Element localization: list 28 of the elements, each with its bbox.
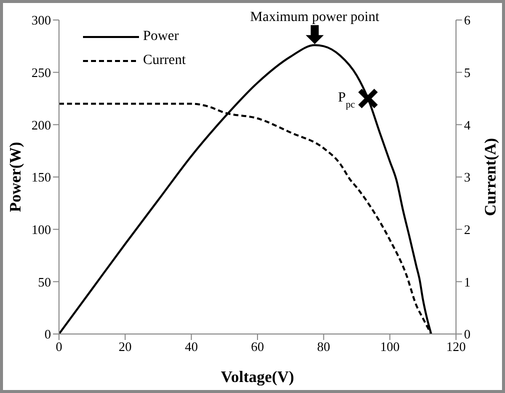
annotation: P$_{pc}$	[338, 90, 356, 110]
y2-tick-label: 2	[464, 222, 470, 237]
y-tick-label: 0	[44, 326, 51, 342]
y-tick-label: 50	[38, 274, 51, 290]
x-tick-label: 80	[317, 339, 330, 354]
y-tick-label: 300	[32, 12, 51, 28]
y-axis-title: Power(W)	[8, 142, 25, 212]
x-axis-title: Voltage(V)	[220, 369, 294, 386]
x-tick-label: 60	[251, 339, 264, 354]
y-tick-label: 100	[32, 222, 51, 237]
y-tick-label: 250	[32, 64, 51, 80]
x-tick-label: 120	[446, 339, 466, 354]
legend-label: Current	[143, 53, 186, 69]
y2-tick-label: 1	[464, 274, 470, 290]
annotation: Maximum power point	[250, 10, 380, 26]
y2-tick-label: 3	[464, 170, 470, 185]
x-tick-label: 100	[380, 339, 400, 354]
x-tick-label: 20	[118, 339, 132, 354]
x-tick-label: 0	[56, 339, 62, 354]
y-tick-label: 150	[32, 170, 51, 185]
y-tick-label: 200	[32, 117, 51, 132]
legend-label: Power	[143, 29, 179, 45]
y2-axis-title: Current(A)	[482, 138, 500, 216]
y2-tick-label: 4	[464, 117, 471, 132]
y2-tick-label: 5	[464, 64, 470, 80]
y2-tick-label: 0	[464, 326, 470, 342]
x-tick-label: 40	[184, 339, 198, 354]
y2-tick-label: 6	[464, 12, 471, 28]
